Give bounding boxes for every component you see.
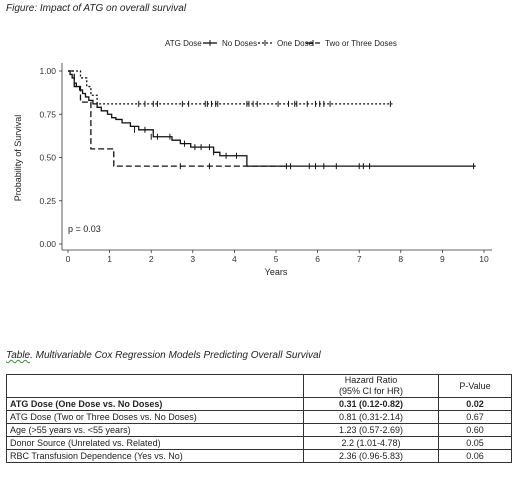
row-p: 0.02 bbox=[438, 397, 512, 411]
row-p: 0.67 bbox=[438, 410, 512, 424]
figure-caption: Figure: Impact of ATG on overall surviva… bbox=[6, 3, 187, 14]
km-survival-chart: ATG Dose No Doses One Dose Two or Three Dos… bbox=[13, 39, 492, 277]
chart-axes: 0 1 2 3 4 5 6 7 8 9 10 0.00 0.25 0.50 0.75 1.00 bbox=[39, 63, 492, 264]
row-hr: 1.23 (0.57-2.69) bbox=[303, 423, 439, 437]
header-hr-line2: (95% CI for HR) bbox=[338, 386, 403, 396]
x-tick-label: 1 bbox=[107, 254, 112, 264]
x-tick-label: 2 bbox=[149, 254, 154, 264]
regression-table: Hazard Ratio (95% CI for HR) P-Value ATG… bbox=[6, 374, 512, 463]
table-row: ATG Dose (One Dose vs. No Doses) 0.31 (0… bbox=[6, 397, 512, 411]
p-value-annotation: p = 0.03 bbox=[68, 224, 101, 234]
y-tick-label: 0.75 bbox=[39, 109, 56, 119]
table-caption-word: Table bbox=[6, 350, 31, 361]
row-hr: 2.2 (1.01-4.78) bbox=[303, 436, 439, 450]
x-axis-label: Years bbox=[265, 267, 288, 277]
table-header-row: Hazard Ratio (95% CI for HR) P-Value bbox=[6, 374, 512, 398]
row-hr: 0.81 (0.31-2.14) bbox=[303, 410, 439, 424]
legend-entry-label: Two or Three Doses bbox=[325, 39, 397, 48]
x-tick-label: 5 bbox=[274, 254, 279, 264]
legend-entry-label: One Dose bbox=[277, 39, 314, 48]
x-tick-label: 0 bbox=[66, 254, 71, 264]
header-hazard-ratio: Hazard Ratio (95% CI for HR) bbox=[303, 374, 439, 398]
row-p: 0.60 bbox=[438, 423, 512, 437]
row-label: Donor Source (Unrelated vs. Related) bbox=[6, 436, 304, 450]
table-row: RBC Transfusion Dependence (Yes vs. No) … bbox=[6, 449, 512, 463]
header-blank-cell bbox=[6, 374, 304, 398]
survival-curve-no-doses bbox=[68, 70, 476, 167]
header-hr-line1: Hazard Ratio bbox=[344, 375, 398, 385]
survival-curve-two-or-three-doses bbox=[68, 70, 289, 167]
y-axis-label: Probability of Survival bbox=[13, 115, 23, 202]
table-caption-rest: . Multivariable Cox Regression Models Pr… bbox=[30, 350, 321, 361]
y-tick-label: 0.25 bbox=[39, 196, 56, 206]
survival-curve-one-dose bbox=[68, 70, 393, 105]
table-row: Donor Source (Unrelated vs. Related) 2.2… bbox=[6, 436, 512, 450]
row-label: ATG Dose (Two or Three Doses vs. No Dose… bbox=[6, 410, 304, 424]
table-row: Age (>55 years vs. <55 years) 1.23 (0.57… bbox=[6, 423, 512, 437]
x-tick-label: 9 bbox=[440, 254, 445, 264]
x-tick-label: 3 bbox=[190, 254, 195, 264]
table-caption: Table. Multivariable Cox Regression Mode… bbox=[6, 350, 321, 361]
x-tick-label: 8 bbox=[398, 254, 403, 264]
y-tick-label: 0.50 bbox=[39, 153, 56, 163]
row-hr: 2.36 (0.96-5.83) bbox=[303, 449, 439, 463]
row-p: 0.06 bbox=[438, 449, 512, 463]
legend-title: ATG Dose bbox=[165, 39, 202, 48]
y-tick-label: 0.00 bbox=[39, 239, 56, 249]
y-tick-label: 1.00 bbox=[39, 66, 56, 76]
x-tick-label: 10 bbox=[479, 254, 489, 264]
header-p-value: P-Value bbox=[438, 374, 512, 398]
table-row: ATG Dose (Two or Three Doses vs. No Dose… bbox=[6, 410, 512, 424]
x-tick-label: 6 bbox=[315, 254, 320, 264]
row-label: Age (>55 years vs. <55 years) bbox=[6, 423, 304, 437]
row-p: 0.05 bbox=[438, 436, 512, 450]
survival-curves bbox=[68, 70, 476, 170]
row-label: RBC Transfusion Dependence (Yes vs. No) bbox=[6, 449, 304, 463]
x-tick-label: 7 bbox=[357, 254, 362, 264]
chart-legend: ATG Dose No Doses One Dose Two or Three Dos… bbox=[165, 39, 397, 48]
legend-entry-label: No Doses bbox=[222, 39, 257, 48]
row-label: ATG Dose (One Dose vs. No Doses) bbox=[6, 397, 304, 411]
row-hr: 0.31 (0.12-0.82) bbox=[303, 397, 439, 411]
x-tick-label: 4 bbox=[232, 254, 237, 264]
